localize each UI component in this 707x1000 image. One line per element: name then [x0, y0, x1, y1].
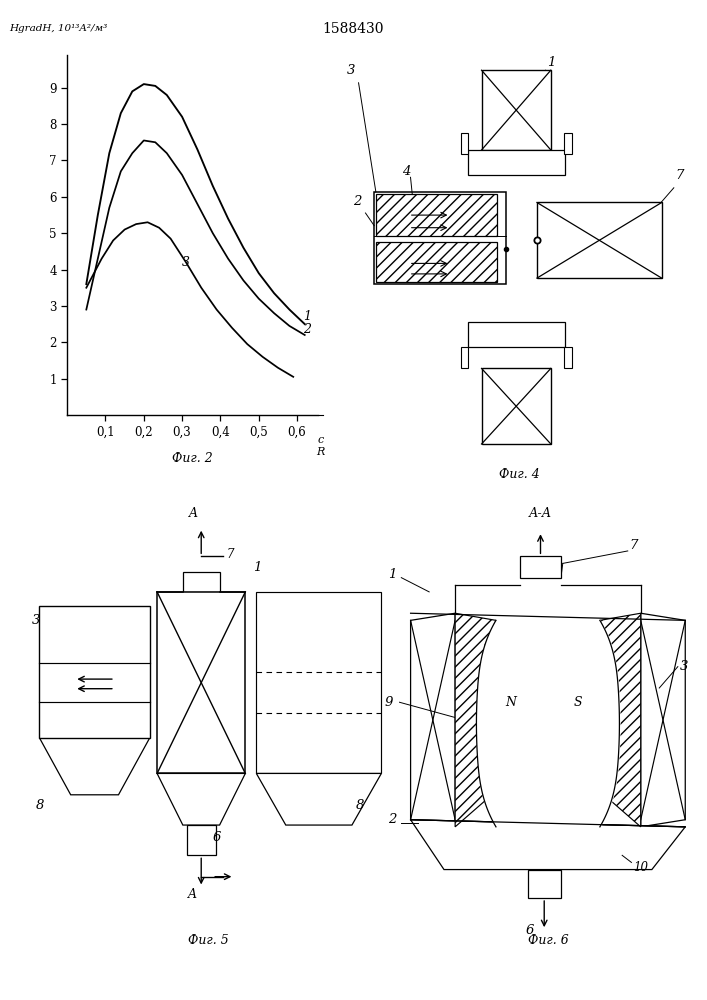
Bar [520, 556, 561, 578]
Bar [564, 347, 571, 368]
Bar [187, 825, 216, 855]
Text: 7: 7 [227, 548, 235, 561]
Bar [564, 133, 571, 154]
Bar [183, 572, 220, 592]
Text: 3: 3 [182, 256, 190, 269]
Text: 9: 9 [385, 696, 393, 709]
Text: 4: 4 [402, 165, 410, 178]
Text: R: R [317, 447, 325, 457]
Polygon shape [455, 613, 496, 827]
Text: 2: 2 [388, 813, 397, 826]
Polygon shape [157, 773, 245, 825]
Bar [40, 606, 150, 738]
Bar [376, 194, 497, 236]
Bar [374, 192, 506, 284]
Bar [461, 133, 468, 154]
Text: 1: 1 [547, 56, 556, 69]
Bar [257, 592, 381, 773]
Polygon shape [411, 820, 685, 870]
Text: A: A [189, 507, 199, 520]
Bar [376, 242, 497, 282]
Text: 1588430: 1588430 [323, 22, 384, 36]
Text: А-А: А-А [529, 507, 552, 520]
Text: HgradH, 10¹³A²/м³: HgradH, 10¹³A²/м³ [9, 24, 107, 33]
Text: 1: 1 [388, 568, 397, 581]
Text: 10: 10 [633, 861, 648, 874]
Text: 7: 7 [629, 539, 638, 552]
Polygon shape [600, 613, 641, 827]
Text: Фиг. 6: Фиг. 6 [527, 934, 568, 947]
Text: 8: 8 [356, 799, 364, 812]
Text: Фиг. 2: Фиг. 2 [173, 452, 213, 465]
Bar [468, 150, 565, 175]
Bar [461, 347, 468, 368]
Bar [157, 592, 245, 773]
Text: A: A [187, 888, 197, 901]
Text: S: S [574, 696, 583, 709]
Text: 2: 2 [354, 195, 362, 208]
Text: 2: 2 [303, 323, 311, 336]
Text: 7: 7 [676, 169, 684, 182]
Text: 6: 6 [525, 924, 534, 937]
Bar [527, 870, 561, 898]
Text: 3: 3 [32, 614, 40, 627]
Text: N: N [506, 696, 516, 709]
Text: 6: 6 [212, 831, 221, 844]
Bar [481, 70, 551, 150]
Polygon shape [641, 613, 685, 827]
Bar [468, 322, 565, 347]
Text: 1: 1 [303, 310, 311, 323]
Text: c: c [317, 435, 324, 445]
Text: Фиг. 4: Фиг. 4 [499, 468, 540, 481]
Text: 3: 3 [346, 64, 355, 77]
Text: Фиг. 5: Фиг. 5 [188, 934, 229, 947]
Bar [537, 202, 662, 278]
Polygon shape [40, 738, 150, 795]
Text: 8: 8 [36, 799, 44, 812]
Bar [481, 368, 551, 444]
Text: 3: 3 [679, 660, 688, 673]
Text: 1: 1 [252, 561, 261, 574]
Polygon shape [411, 613, 455, 827]
Polygon shape [257, 773, 381, 825]
